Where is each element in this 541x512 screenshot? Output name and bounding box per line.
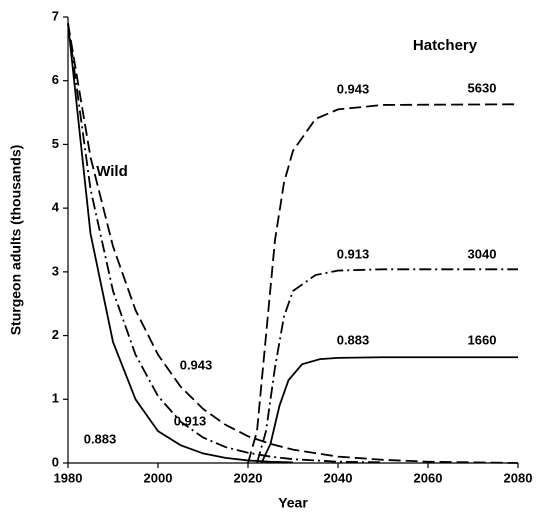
line (256, 268, 518, 464)
y-tick-label: 3 (52, 263, 59, 278)
y-axis-label: Sturgeon adults (thousands) (8, 145, 24, 336)
line (67, 23, 294, 464)
annotation: 0.913 (174, 413, 207, 428)
x-tick-label: 2000 (144, 470, 173, 485)
line (67, 23, 519, 464)
y-tick-label: 4 (52, 200, 60, 215)
y-tick-label: 7 (52, 8, 59, 23)
annotation: 0.883 (337, 332, 370, 347)
annotation: 0.943 (337, 81, 370, 96)
annotation: 1660 (468, 332, 497, 347)
x-tick-label: 2020 (234, 470, 263, 485)
y-tick-label: 6 (52, 72, 59, 87)
line (67, 23, 384, 464)
annotation: 5630 (468, 80, 497, 95)
y-tick-label: 5 (52, 136, 59, 151)
annotation: 0.883 (84, 431, 117, 446)
annotation: 0.943 (180, 357, 213, 372)
y-tick-label: 2 (52, 327, 59, 342)
x-axis-label: Year (278, 495, 308, 511)
x-tick-label: 2040 (324, 470, 353, 485)
annotation: Hatchery (413, 37, 478, 54)
y-tick-label: 1 (52, 391, 59, 406)
x-tick-label: 1980 (54, 470, 83, 485)
annotation: 3040 (468, 246, 497, 261)
y-tick-label: 0 (52, 454, 59, 469)
annotation: Wild (96, 163, 128, 180)
x-tick-label: 2080 (504, 470, 533, 485)
annotation: 0.913 (337, 246, 370, 261)
line (247, 103, 519, 464)
x-tick-label: 2060 (414, 470, 443, 485)
line (260, 356, 518, 464)
